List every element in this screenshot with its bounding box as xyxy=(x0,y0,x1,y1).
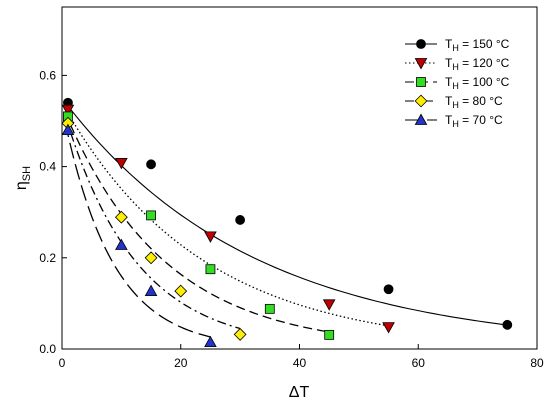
legend-label-post: = 100 °C xyxy=(459,75,510,89)
legend-marker-0 xyxy=(416,39,426,49)
legend-label-post: = 150 °C xyxy=(459,37,510,51)
legend-marker-1 xyxy=(414,58,428,70)
data-point-1 xyxy=(204,231,217,243)
legend-label-sub: H xyxy=(452,62,459,72)
x-tick-label: 20 xyxy=(174,356,188,370)
legend-marker-3 xyxy=(414,94,428,108)
y-tick-label: 0.0 xyxy=(39,342,56,356)
data-point-3 xyxy=(114,210,128,224)
x-axis-title: ΔT xyxy=(289,384,310,401)
data-point-0 xyxy=(502,319,513,330)
data-point-0 xyxy=(383,284,394,295)
data-point-4 xyxy=(61,123,75,136)
legend-label-pre: T xyxy=(445,37,453,51)
data-point-4 xyxy=(204,335,217,348)
legend-label-1: TH = 120 °C xyxy=(445,56,510,72)
x-tick-label: 80 xyxy=(530,356,544,370)
series-points xyxy=(61,97,513,348)
data-point-1 xyxy=(61,104,75,117)
data-point-3 xyxy=(144,251,158,265)
data-point-4 xyxy=(115,238,128,250)
data-point-2 xyxy=(324,329,335,340)
legend-marker-4 xyxy=(414,113,428,125)
legend-label-3: TH = 80 °C xyxy=(445,94,503,110)
legend-marker-2 xyxy=(416,77,426,87)
y-tick-label: 0.2 xyxy=(39,251,56,265)
legend: TH = 150 °CTH = 120 °CTH = 100 °CTH = 80… xyxy=(405,37,510,129)
legend-label-post: = 70 °C xyxy=(459,113,503,127)
data-point-1 xyxy=(322,299,336,311)
y-axis-title: ηSH xyxy=(13,166,33,190)
legend-label-sub: H xyxy=(452,43,459,53)
plot-area xyxy=(61,6,538,350)
series-lines xyxy=(64,101,508,338)
y-axis-title-main: η xyxy=(13,181,30,190)
legend-label-sub: H xyxy=(452,100,459,110)
y-axis-title-sub: SH xyxy=(21,166,33,181)
series-line-0 xyxy=(64,101,508,326)
legend-label-post: = 80 °C xyxy=(459,94,503,108)
data-point-0 xyxy=(146,159,156,170)
legend-label-pre: T xyxy=(445,94,453,108)
axis-ticks: 0 20 40 60 80 0.0 0.2 0.4 0.6 xyxy=(39,68,544,370)
y-tick-label: 0.4 xyxy=(39,160,56,174)
data-point-1 xyxy=(382,322,395,334)
x-tick-label: 0 xyxy=(59,356,66,370)
legend-label-post: = 120 °C xyxy=(459,56,510,70)
data-point-0 xyxy=(235,215,246,225)
legend-label-4: TH = 70 °C xyxy=(445,113,503,129)
legend-label-sub: H xyxy=(452,119,459,129)
legend-label-pre: T xyxy=(445,75,453,89)
data-point-4 xyxy=(144,284,158,296)
legend-label-sub: H xyxy=(452,81,459,91)
data-point-2 xyxy=(146,210,156,221)
legend-label-pre: T xyxy=(445,56,453,70)
series-line-4 xyxy=(64,121,211,338)
series-line-3 xyxy=(64,114,241,330)
data-point-1 xyxy=(115,158,128,170)
legend-label-pre: T xyxy=(445,113,453,127)
x-tick-label: 60 xyxy=(412,356,426,370)
data-point-2 xyxy=(205,264,216,275)
legend-label-2: TH = 100 °C xyxy=(445,75,510,91)
y-tick-label: 0.6 xyxy=(39,68,56,82)
legend-label-0: TH = 150 °C xyxy=(445,37,510,53)
data-point-2 xyxy=(264,303,275,314)
data-point-3 xyxy=(174,284,188,298)
x-tick-label: 40 xyxy=(293,356,307,370)
data-point-3 xyxy=(233,327,247,341)
